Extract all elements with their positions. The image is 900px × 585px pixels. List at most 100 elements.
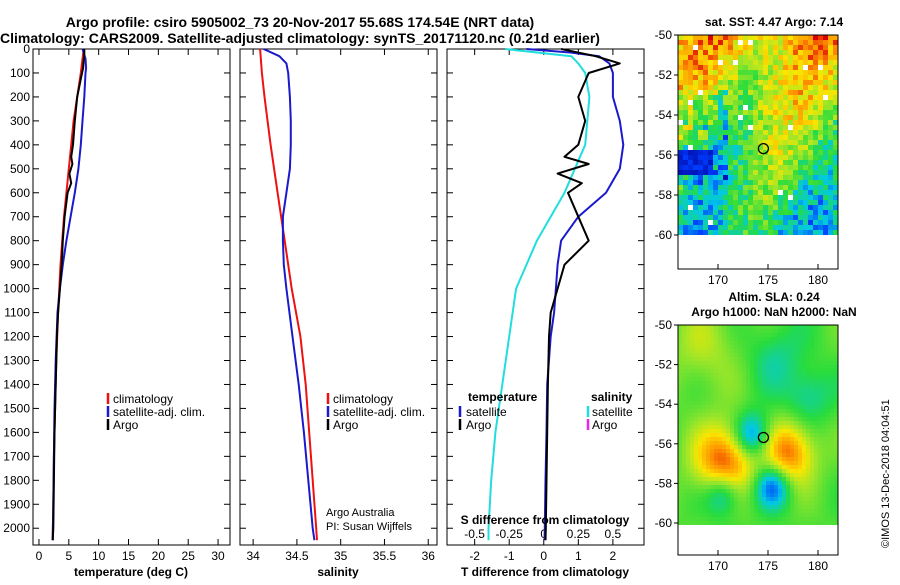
sla-cell: [834, 345, 838, 349]
sst-cell: [753, 140, 758, 145]
sla-cell: [694, 465, 698, 469]
sla-cell: [730, 461, 734, 465]
sst-cell: [683, 40, 688, 45]
sst-cell: [823, 145, 828, 150]
sla-cell: [798, 465, 802, 469]
sst-cell: [748, 60, 753, 65]
sla-cell: [822, 353, 826, 357]
sst-cell: [703, 230, 708, 235]
sst-cell: [788, 150, 793, 155]
sst-cell: [793, 150, 798, 155]
sla-cell: [774, 385, 778, 389]
sst-cell: [688, 95, 693, 100]
sla-cell: [714, 457, 718, 461]
sst-cell: [813, 105, 818, 110]
sla-cell: [682, 409, 686, 413]
sst-cell: [748, 115, 753, 120]
sst-cell: [798, 170, 803, 175]
ytick-label: 500: [10, 162, 30, 176]
sst-cell: [748, 160, 753, 165]
sst-cell: [808, 90, 813, 95]
sst-cell: [823, 55, 828, 60]
sst-cell: [793, 200, 798, 205]
sla-cell: [686, 481, 690, 485]
sst-cell: [803, 185, 808, 190]
sla-cell: [714, 441, 718, 445]
sst-cell: [693, 180, 698, 185]
sla-cell: [802, 377, 806, 381]
sla-cell: [678, 389, 682, 393]
sla-cell: [690, 461, 694, 465]
sla-cell: [710, 473, 714, 477]
sla-cell: [798, 369, 802, 373]
sla-cell: [826, 449, 830, 453]
sla-cell: [754, 521, 758, 525]
sla-cell: [738, 489, 742, 493]
sst-cell: [818, 145, 823, 150]
sla-cell: [722, 433, 726, 437]
sla-cell: [762, 485, 766, 489]
sst-cell: [803, 70, 808, 75]
legend-t-argo: Argo: [466, 418, 492, 432]
sla-cell: [782, 485, 786, 489]
sst-cell: [783, 160, 788, 165]
sla-cell: [718, 437, 722, 441]
sst-cell: [743, 180, 748, 185]
sst-cell: [813, 85, 818, 90]
sla-cell: [686, 437, 690, 441]
sla-cell: [758, 353, 762, 357]
sst-cell: [778, 70, 783, 75]
sst-cell: [683, 50, 688, 55]
sst-cell: [773, 80, 778, 85]
sla-cell: [798, 409, 802, 413]
sst-cell: [753, 80, 758, 85]
sla-cell: [806, 385, 810, 389]
sst-cell: [828, 220, 833, 225]
sla-cell: [774, 369, 778, 373]
sla-cell: [738, 389, 742, 393]
sla-cell: [830, 325, 834, 329]
sst-cell: [753, 55, 758, 60]
sst-cell: [688, 225, 693, 230]
sla-cell: [750, 349, 754, 353]
sla-cell: [726, 453, 730, 457]
sst-cell: [833, 145, 838, 150]
sla-cell: [686, 357, 690, 361]
sst-cell: [753, 95, 758, 100]
sla-cell: [798, 389, 802, 393]
sst-cell: [773, 160, 778, 165]
sla-cell: [686, 381, 690, 385]
sla-cell: [778, 497, 782, 501]
sla-cell: [786, 405, 790, 409]
sla-cell: [778, 433, 782, 437]
sla-cell: [758, 361, 762, 365]
sst-cell: [713, 220, 718, 225]
sla-cell: [706, 457, 710, 461]
sst-cell: [783, 225, 788, 230]
sst-cell: [778, 35, 783, 40]
sla-cell: [678, 493, 682, 497]
sla-cell: [794, 413, 798, 417]
ytick-label: 2000: [3, 521, 30, 535]
sla-cell: [698, 477, 702, 481]
sst-cell: [733, 190, 738, 195]
sst-cell: [808, 200, 813, 205]
sla-cell: [802, 421, 806, 425]
sst-cell: [688, 85, 693, 90]
sla-cell: [742, 421, 746, 425]
sla-cell: [798, 385, 802, 389]
sst-cell: [708, 215, 713, 220]
sla-cell: [770, 349, 774, 353]
sla-cell: [814, 329, 818, 333]
sla-cell: [830, 473, 834, 477]
sla-cell: [682, 517, 686, 521]
sla-cell: [778, 461, 782, 465]
sla-cell: [730, 377, 734, 381]
sla-cell: [746, 353, 750, 357]
sla-cell: [774, 473, 778, 477]
sst-cell: [808, 95, 813, 100]
sla-cell: [794, 405, 798, 409]
sst-cell: [793, 55, 798, 60]
sst-cell: [698, 80, 703, 85]
sst-cell: [783, 75, 788, 80]
